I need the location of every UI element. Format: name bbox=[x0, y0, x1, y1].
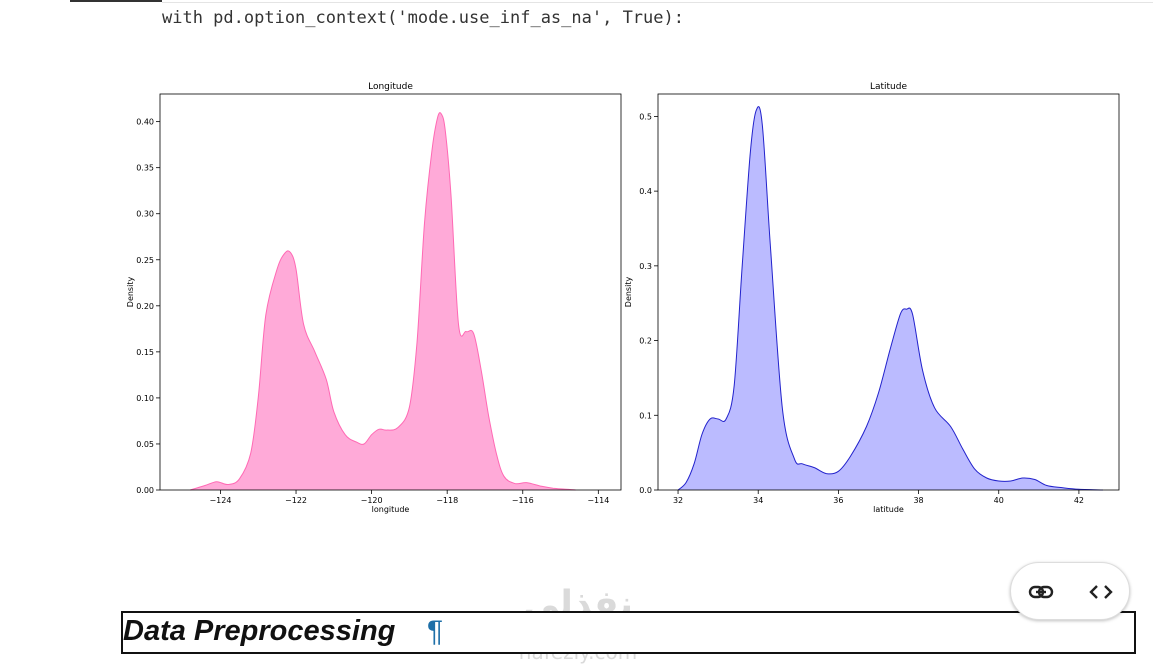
y-tick-label-1: 0.10 bbox=[136, 394, 154, 403]
y-tick-label-1: 0.35 bbox=[136, 164, 154, 173]
y-tick-label-2: 0.1 bbox=[639, 411, 652, 420]
y-tick-label-1: 0.00 bbox=[136, 486, 154, 495]
y-axis-label-1: Density bbox=[126, 277, 135, 308]
chart-figure: −124 −122 −120 −118 −116 −114 0.00 0.05 0.10 0.15… bbox=[126, 82, 1120, 514]
x-tick-label-1: −116 bbox=[512, 496, 534, 505]
y-tick-label-2: 0.2 bbox=[639, 337, 652, 346]
cell-divider bbox=[162, 2, 1153, 3]
y-tick-label-2: 0.5 bbox=[639, 112, 652, 121]
density-area-2 bbox=[678, 106, 1103, 490]
x-tick-label-2: 40 bbox=[994, 496, 1004, 505]
y-tick-label-2: 0.4 bbox=[639, 187, 652, 196]
cell-toolbar bbox=[1010, 562, 1130, 620]
x-tick-label-2: 36 bbox=[833, 496, 843, 505]
plot-frame-2 bbox=[657, 93, 1120, 491]
chart-title-2: Latitude bbox=[870, 82, 908, 92]
copy-link-button[interactable] bbox=[1023, 574, 1059, 610]
x-tick-label-2: 32 bbox=[673, 496, 683, 505]
x-tick-label-1: −120 bbox=[361, 496, 383, 505]
density-area-1 bbox=[190, 112, 576, 490]
density-line-2 bbox=[677, 106, 1104, 491]
x-axis-label-2: latitude bbox=[873, 505, 904, 514]
y-tick-label-1: 0.25 bbox=[136, 256, 154, 265]
y-tick-label-1: 0.15 bbox=[136, 348, 154, 357]
plot-frame-1 bbox=[159, 93, 622, 491]
y-tick-label-2: 0.0 bbox=[639, 486, 652, 495]
top-rule bbox=[70, 0, 162, 2]
x-tick-label-1: −124 bbox=[209, 496, 231, 505]
x-axis-label-1: longitude bbox=[372, 505, 410, 514]
y-tick-label-1: 0.20 bbox=[136, 302, 154, 311]
y-tick-label-1: 0.40 bbox=[136, 118, 154, 127]
chart-title-1: Longitude bbox=[368, 82, 413, 92]
y-tick-label-2: 0.3 bbox=[639, 262, 652, 271]
x-tick-label-1: −122 bbox=[285, 496, 307, 505]
x-tick-label-1: −114 bbox=[587, 496, 609, 505]
y-tick-label-1: 0.05 bbox=[136, 440, 154, 449]
section-heading-box: Data Preprocessing ¶ bbox=[121, 611, 1136, 654]
code-icon bbox=[1089, 585, 1113, 599]
link-icon bbox=[1028, 585, 1054, 599]
x-tick-label-2: 34 bbox=[753, 496, 763, 505]
heading-anchor-link[interactable]: ¶ bbox=[427, 615, 444, 648]
y-tick-label-1: 0.30 bbox=[136, 210, 154, 219]
view-source-button[interactable] bbox=[1083, 574, 1119, 610]
x-tick-label-2: 38 bbox=[913, 496, 923, 505]
x-tick-label-2: 42 bbox=[1074, 496, 1084, 505]
code-line: with pd.option_context('mode.use_inf_as_… bbox=[162, 8, 684, 28]
density-line-1 bbox=[190, 112, 576, 491]
section-heading: Data Preprocessing bbox=[123, 615, 396, 647]
y-axis-label-2: Density bbox=[624, 277, 633, 308]
x-tick-label-1: −118 bbox=[436, 496, 458, 505]
